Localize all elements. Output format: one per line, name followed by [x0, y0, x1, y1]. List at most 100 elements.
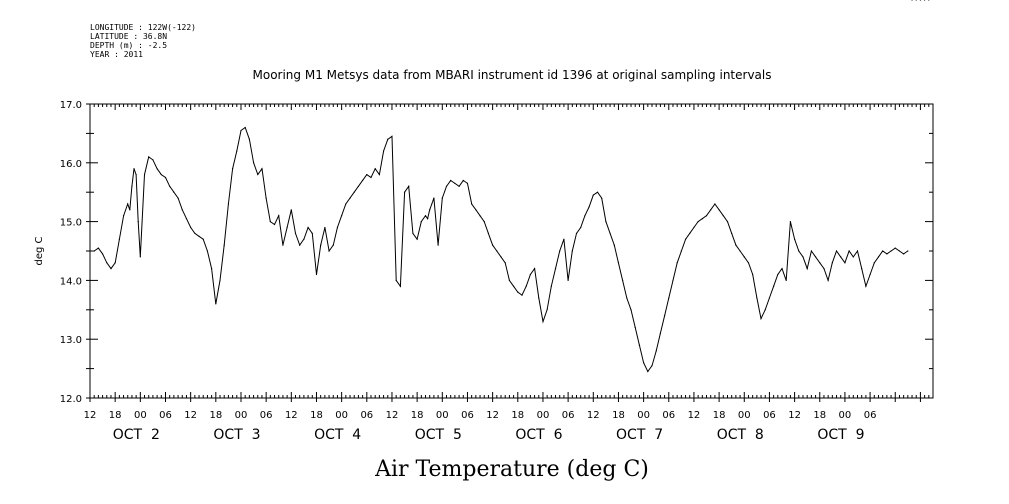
- data-point: [320, 244, 322, 246]
- x-axis-tick-labels: 12 18 00 06 12 18 00 06 12 18 00 06 12 18 00 06 12 18 00 06…: [84, 410, 877, 421]
- data-point: [122, 215, 125, 217]
- data-point: [580, 226, 582, 229]
- x-tick-label: 00: [134, 410, 147, 421]
- year-label: YEAR : 2011: [90, 50, 143, 59]
- x-tick-label: 06: [662, 410, 675, 421]
- x-tick-label: 18: [813, 410, 826, 421]
- data-point: [861, 268, 863, 270]
- data-point: [747, 262, 750, 264]
- data-point: [278, 215, 280, 217]
- data-point: [731, 232, 733, 234]
- data-point: [571, 250, 573, 252]
- data-point: [814, 256, 817, 258]
- x-date-label: OCT 7: [616, 427, 663, 443]
- data-point: [835, 250, 838, 252]
- data-point: [441, 197, 443, 199]
- data-point: [928, 0, 930, 1]
- x-tick-label: 06: [260, 410, 273, 421]
- data-point: [431, 203, 433, 205]
- data-point: [508, 279, 511, 281]
- data-point: [689, 232, 691, 234]
- data-point: [546, 309, 548, 311]
- data-point: [789, 221, 792, 223]
- x-tick-label: 00: [738, 410, 751, 421]
- plot-frame: [89, 103, 934, 399]
- data-point: [290, 209, 292, 211]
- y-tick-label: 12.0: [60, 394, 82, 405]
- data-point: [382, 150, 385, 152]
- data-point: [114, 262, 116, 264]
- data-point: [844, 262, 846, 264]
- data-point: [370, 176, 372, 179]
- x-tick-label: 00: [335, 410, 348, 421]
- data-point: [97, 247, 99, 249]
- data-point: [349, 197, 351, 199]
- data-point: [831, 262, 833, 264]
- data-point: [433, 197, 435, 199]
- data-point: [827, 279, 829, 281]
- chart-title: Mooring M1 Metsys data from MBARI instru…: [253, 68, 772, 82]
- data-point: [626, 297, 628, 299]
- data-point: [605, 221, 607, 223]
- data-point: [504, 262, 506, 264]
- data-point: [647, 370, 649, 373]
- longitude-label: LONGITUDE : 122W(-122): [90, 23, 196, 32]
- data-point: [852, 256, 854, 258]
- data-point: [886, 253, 888, 255]
- data-point: [311, 232, 313, 234]
- data-point: [492, 244, 494, 246]
- data-point: [810, 250, 812, 252]
- data-point: [684, 238, 687, 240]
- x-tick-label: 00: [637, 410, 650, 421]
- data-point: [202, 238, 204, 240]
- data-point: [882, 250, 884, 252]
- x-tick-label: 12: [486, 410, 499, 421]
- data-point: [137, 221, 139, 223]
- data-point: [542, 320, 544, 323]
- data-point: [378, 173, 380, 176]
- data-point: [710, 209, 712, 211]
- data-point: [462, 179, 464, 182]
- x-tick-label: 12: [788, 410, 801, 421]
- data-point: [525, 285, 527, 287]
- x-tick-label: 00: [537, 410, 550, 421]
- data-point: [630, 309, 632, 311]
- data-point: [726, 221, 729, 223]
- data-point: [806, 268, 808, 270]
- data-point: [466, 182, 469, 184]
- data-point: [240, 129, 242, 132]
- data-point: [341, 215, 343, 217]
- data-point: [445, 185, 448, 187]
- x-tick-label: 18: [109, 410, 122, 421]
- data-point: [596, 191, 599, 193]
- data-point: [773, 285, 775, 287]
- data-point: [588, 206, 590, 208]
- data-point: [265, 197, 267, 199]
- data-point: [408, 185, 410, 187]
- data-point: [139, 256, 141, 258]
- data-point: [257, 173, 259, 176]
- data-point: [387, 138, 389, 140]
- data-point: [584, 215, 586, 217]
- data-point: [135, 173, 137, 176]
- data-point: [768, 297, 771, 299]
- data-point: [427, 218, 429, 220]
- data-point: [575, 232, 578, 234]
- x-tick-label: 12: [285, 410, 298, 421]
- x-tick-label: 18: [209, 410, 222, 421]
- data-point: [374, 168, 376, 170]
- data-point: [190, 226, 192, 229]
- data-point: [391, 135, 393, 137]
- data-point: [512, 285, 515, 287]
- data-point: [424, 215, 427, 217]
- data-point: [601, 197, 603, 199]
- data-point: [798, 250, 800, 252]
- data-point: [450, 179, 452, 182]
- y-tick-label: 15.0: [60, 218, 82, 229]
- latitude-label: LATITUDE : 36.8N: [90, 32, 167, 41]
- data-point: [231, 168, 234, 170]
- data-point: [93, 250, 95, 252]
- data-point: [898, 250, 901, 252]
- depth-label: DEPTH (m) : -2.5: [90, 41, 167, 50]
- data-point: [106, 262, 108, 264]
